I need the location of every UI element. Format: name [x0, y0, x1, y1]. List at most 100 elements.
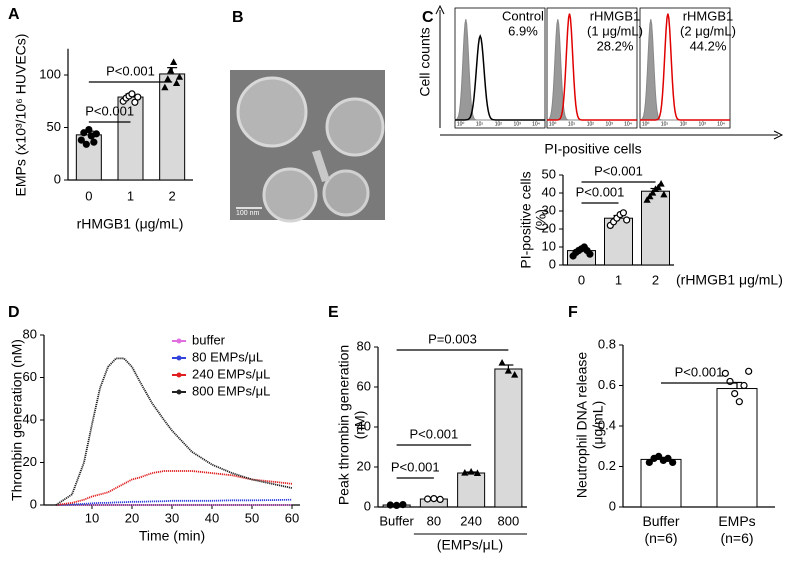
sample-label: Control — [502, 8, 544, 23]
x-tick-label-line: (n=6) — [644, 530, 677, 546]
x-tick-label-line: (n=6) — [720, 530, 753, 546]
legend-label: buffer — [192, 332, 226, 347]
legend-label: 800 EMPs/μL — [192, 383, 270, 398]
sample-label: (2 μg/mL) — [680, 23, 736, 38]
x-tick-label: 10⁴ — [717, 121, 725, 127]
sample-label: rHMGB1 — [683, 8, 734, 23]
x-tick-label: 10⁰ — [549, 121, 557, 127]
series-line — [55, 357, 293, 506]
x-tick-label: 20 — [125, 510, 139, 525]
p-value: P<0.001 — [106, 63, 155, 78]
x-tick-label: 10¹ — [568, 121, 576, 127]
vesicle — [262, 167, 318, 223]
x-axis-label: (EMPs/μL) — [437, 537, 503, 553]
data-point — [467, 468, 475, 475]
x-tick-label: 10¹ — [661, 121, 669, 127]
y-tick-label: 20 — [23, 454, 37, 469]
y-tick-label: 80 — [357, 338, 371, 353]
data-point — [131, 98, 139, 106]
percent-label: 28.2% — [597, 38, 634, 53]
data-point — [660, 190, 668, 198]
x-tick-label: 2 — [169, 188, 176, 203]
x-tick-label: 10³ — [606, 121, 614, 127]
data-point — [649, 189, 657, 196]
data-point — [386, 501, 394, 509]
p-value: P=0.003 — [428, 331, 477, 346]
bar — [159, 73, 186, 181]
p-value: P<0.001 — [594, 163, 643, 178]
x-tick-label: 10⁴ — [532, 121, 540, 127]
data-point — [399, 501, 407, 509]
panel-letter: E — [328, 304, 339, 321]
p-value: P<0.001 — [409, 426, 458, 441]
data-point — [473, 469, 482, 476]
vesicle — [325, 97, 385, 157]
data-point — [721, 369, 729, 377]
data-point — [430, 495, 438, 503]
y-tick-label: 60 — [357, 378, 371, 393]
data-point — [170, 58, 178, 65]
x-tick-label: 240 — [460, 513, 482, 528]
x-tick-label: 80 — [427, 513, 441, 528]
y-tick-label: 0.4 — [598, 417, 616, 432]
y-tick-label: 0.6 — [598, 377, 616, 392]
data-point — [161, 83, 169, 91]
x-tick-label: 800 — [498, 513, 520, 528]
data-point — [423, 495, 432, 503]
y-axis-label: Peak thrombin generation — [336, 345, 352, 505]
percent-label: 6.9% — [508, 23, 538, 38]
y-tick-label: 0 — [54, 171, 61, 186]
x-tick-label: 60 — [285, 510, 299, 525]
data-point — [128, 90, 136, 98]
bar — [494, 368, 523, 508]
data-point — [90, 138, 98, 146]
y-tick-label: 40 — [542, 184, 556, 199]
micrograph: 100 nm — [230, 70, 385, 223]
panel-letter: A — [8, 6, 20, 23]
data-point — [646, 192, 654, 200]
histogram-frame — [639, 7, 731, 129]
y-tick-label: 50 — [542, 166, 556, 181]
y-axis-label: Neutrophil DNA release — [574, 352, 590, 499]
y-tick-label: 40 — [23, 411, 37, 426]
sample-label: rHMGB1 — [590, 8, 641, 23]
data-point — [172, 79, 181, 86]
data-point — [623, 216, 631, 224]
x-axis-label: rHMGB1 (μg/mL) — [77, 216, 184, 232]
y-tick-label: 0 — [364, 498, 371, 513]
vesicle — [322, 169, 370, 217]
bar — [716, 388, 758, 508]
p-value: P<0.001 — [391, 459, 440, 474]
sample-histogram — [547, 13, 637, 121]
legend-label: 80 EMPs/μL — [192, 349, 263, 364]
data-point — [586, 250, 594, 258]
sample-label: (1 μg/mL) — [587, 23, 643, 38]
y-tick-label: 20 — [357, 458, 371, 473]
connector — [312, 150, 330, 182]
data-point — [664, 454, 672, 462]
y-axis-label: EMPs (x10³/10⁶ HUVECs) — [13, 34, 29, 197]
data-point — [80, 129, 88, 137]
y-tick-label: 80 — [23, 326, 37, 341]
legend-label: 240 EMPs/μL — [192, 366, 270, 381]
x-axis-label: PI-positive cells — [544, 141, 641, 157]
y-tick-label: 50 — [47, 119, 61, 134]
data-point — [85, 126, 93, 134]
x-tick-label: 10⁰ — [457, 121, 465, 127]
x-tick-label: 10⁴ — [624, 121, 632, 127]
histogram-frame — [546, 7, 638, 129]
data-point — [745, 367, 753, 375]
y-tick-label: 0 — [30, 496, 37, 511]
sample-histogram — [640, 13, 730, 121]
data-point — [504, 367, 512, 374]
x-tick-label: 10³ — [699, 121, 707, 127]
percent-label: 44.2% — [690, 38, 727, 53]
data-point — [175, 73, 184, 80]
data-point — [669, 458, 677, 467]
data-point — [393, 501, 401, 509]
data-point — [461, 469, 469, 476]
y-axis-label: (μg/mL) — [590, 401, 606, 450]
x-tick-label: 10⁰ — [642, 121, 650, 127]
x-tick-label: EMPs (n=6) — [718, 513, 755, 546]
